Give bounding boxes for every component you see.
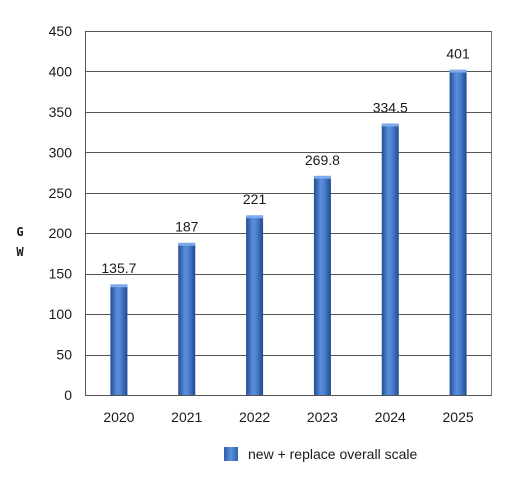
bar-cap-2023 (313, 175, 331, 179)
bar-2024 (381, 124, 399, 395)
bar-cap-2021 (178, 242, 196, 246)
y-axis-label-char: W (16, 245, 24, 259)
gridlines (85, 31, 492, 396)
x-tick-label: 2024 (375, 409, 406, 425)
data-label: 187 (175, 219, 199, 235)
y-tick-label: 150 (49, 266, 73, 282)
y-axis-label: GW (16, 225, 24, 259)
y-tick-label: 100 (49, 306, 73, 322)
data-label: 269.8 (305, 152, 340, 168)
y-tick-label: 350 (49, 104, 73, 120)
legend: new + replace overall scale (224, 446, 417, 462)
bar-cap-2022 (246, 215, 264, 219)
data-label: 401 (446, 46, 470, 62)
x-tick-label: 2025 (443, 409, 474, 425)
data-label: 135.7 (101, 260, 136, 276)
y-tick-label: 400 (49, 63, 73, 79)
x-tick-label: 2020 (103, 409, 134, 425)
bar-cap-2020 (110, 284, 128, 288)
bar-cap-2025 (449, 69, 467, 73)
y-tick-label: 250 (49, 185, 73, 201)
bar-2023 (313, 176, 331, 395)
y-tick-label: 200 (49, 225, 73, 241)
bars (110, 69, 467, 395)
bar-cap-2024 (381, 123, 399, 127)
bar-2021 (178, 243, 196, 395)
x-axis-ticks: 2020 2021 2022 2023 2024 2025 (103, 409, 474, 425)
x-tick-label: 2022 (239, 409, 270, 425)
bar-2022 (246, 216, 264, 395)
y-axis-label-char: G (16, 225, 23, 239)
data-label: 221 (243, 191, 267, 207)
y-tick-label: 0 (64, 387, 72, 403)
legend-swatch (224, 447, 238, 461)
data-labels: 135.7 187 221 269.8 334.5 401 (101, 46, 470, 277)
x-tick-label: 2021 (171, 409, 202, 425)
bar-2020 (110, 285, 128, 395)
bar-2025 (449, 70, 467, 395)
y-axis-ticks: 0 50 100 150 200 250 300 350 400 450 (49, 23, 73, 403)
legend-label: new + replace overall scale (248, 446, 417, 462)
data-label: 334.5 (373, 99, 408, 115)
y-tick-label: 450 (49, 23, 73, 39)
y-tick-label: 300 (49, 144, 73, 160)
plot-area (85, 31, 492, 395)
x-tick-label: 2023 (307, 409, 338, 425)
y-tick-label: 50 (56, 347, 72, 363)
